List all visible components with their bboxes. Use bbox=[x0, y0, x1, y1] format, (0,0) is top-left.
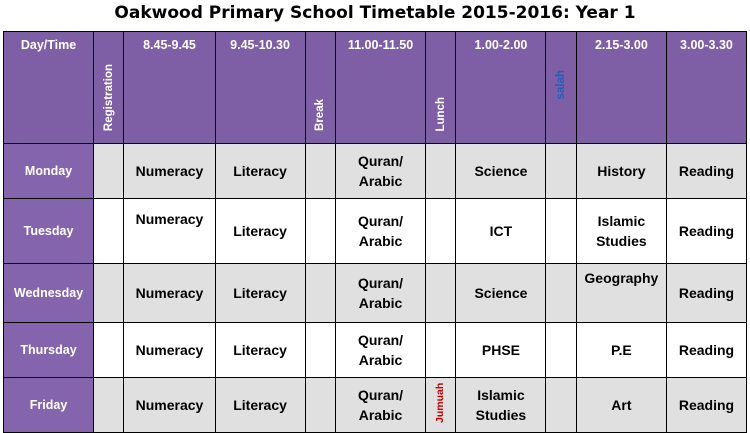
slot-header: 3.00-3.30 bbox=[665, 31, 748, 144]
lesson-cell: Reading bbox=[665, 377, 748, 433]
empty-cell bbox=[304, 263, 336, 323]
lesson-cell: Quran/Arabic bbox=[334, 263, 427, 323]
salah-label: salah bbox=[555, 69, 568, 100]
timetable: Day/Time Registration 8.45-9.45 9.45-10.… bbox=[2, 31, 748, 433]
lesson-line: Arabic bbox=[358, 173, 403, 189]
lesson-cell: ICT bbox=[455, 198, 547, 264]
lesson-line: Quran/ bbox=[357, 153, 404, 169]
empty-cell bbox=[93, 377, 125, 433]
table-row: Wednesday Numeracy Literacy Quran/Arabic… bbox=[2, 263, 748, 323]
lesson-line: Quran/ bbox=[357, 213, 404, 229]
slot-header: 2.15-3.00 bbox=[575, 31, 667, 144]
empty-cell bbox=[304, 198, 336, 264]
slot-header: 8.45-9.45 bbox=[123, 31, 216, 144]
lesson-line: Quran/ bbox=[357, 275, 404, 291]
lesson-line: Arabic bbox=[358, 352, 403, 368]
table-row: Thursday Numeracy Literacy Quran/Arabic … bbox=[2, 322, 748, 378]
empty-cell bbox=[545, 377, 577, 433]
empty-cell bbox=[93, 322, 125, 378]
table-row: Monday Numeracy Literacy Quran/Arabic Sc… bbox=[2, 143, 748, 199]
lesson-cell: Literacy bbox=[214, 263, 306, 323]
lesson-cell: Numeracy bbox=[123, 322, 216, 378]
lesson-cell: Quran/Arabic bbox=[334, 322, 427, 378]
empty-cell bbox=[304, 322, 336, 378]
empty-cell bbox=[93, 198, 125, 264]
lesson-line: Quran/ bbox=[357, 332, 404, 348]
header-row: Day/Time Registration 8.45-9.45 9.45-10.… bbox=[2, 31, 748, 144]
empty-cell bbox=[425, 198, 457, 264]
corner-cell: Day/Time bbox=[2, 31, 95, 144]
lesson-cell: Art bbox=[575, 377, 667, 433]
table-row: Tuesday Numeracy Literacy Quran/Arabic I… bbox=[2, 198, 748, 264]
lesson-cell: Literacy bbox=[214, 322, 306, 378]
lesson-cell: Quran/Arabic bbox=[334, 143, 427, 199]
lesson-cell: Reading bbox=[665, 263, 748, 323]
empty-cell bbox=[545, 143, 577, 199]
lesson-line: Arabic bbox=[358, 407, 403, 423]
break-cell: Break bbox=[304, 31, 336, 144]
lesson-line: Quran/ bbox=[357, 387, 404, 403]
empty-cell bbox=[545, 322, 577, 378]
slot-header: 1.00-2.00 bbox=[455, 31, 547, 144]
lesson-cell: Reading bbox=[665, 322, 748, 378]
empty-cell bbox=[425, 143, 457, 199]
lesson-line: Arabic bbox=[358, 295, 403, 311]
empty-cell bbox=[304, 143, 336, 199]
lesson-cell: Numeracy bbox=[123, 198, 216, 264]
empty-cell bbox=[93, 143, 125, 199]
day-cell: Wednesday bbox=[2, 263, 95, 323]
registration-cell: Registration bbox=[93, 31, 125, 144]
lesson-cell: Literacy bbox=[214, 198, 306, 264]
lesson-cell: Quran/Arabic bbox=[334, 198, 427, 264]
lesson-cell: Islamic Studies bbox=[455, 377, 547, 433]
day-cell: Friday bbox=[2, 377, 95, 433]
slot-header: 9.45-10.30 bbox=[214, 31, 306, 144]
lesson-cell: P.E bbox=[575, 322, 667, 378]
lesson-cell: History bbox=[575, 143, 667, 199]
jumuah-label: Jumuah bbox=[434, 382, 447, 423]
lesson-cell: Literacy bbox=[214, 377, 306, 433]
day-cell: Tuesday bbox=[2, 198, 95, 264]
lesson-cell: Numeracy bbox=[123, 263, 216, 323]
empty-cell bbox=[425, 322, 457, 378]
break-label: Break bbox=[314, 99, 327, 131]
lesson-cell: Quran/Arabic bbox=[334, 377, 427, 433]
lesson-cell: Science bbox=[455, 263, 547, 323]
lesson-cell: Reading bbox=[665, 143, 748, 199]
empty-cell bbox=[425, 263, 457, 323]
registration-label: Registration bbox=[102, 63, 115, 131]
lunch-label: Lunch bbox=[434, 96, 447, 132]
lesson-cell: PHSE bbox=[455, 322, 547, 378]
lesson-cell: Geography bbox=[575, 263, 667, 323]
day-cell: Thursday bbox=[2, 322, 95, 378]
lesson-cell: Numeracy bbox=[123, 143, 216, 199]
empty-cell bbox=[545, 198, 577, 264]
day-cell: Monday bbox=[2, 143, 95, 199]
lesson-cell: Reading bbox=[665, 198, 748, 264]
jumuah-cell: Jumuah bbox=[425, 377, 457, 433]
table-row: Friday Numeracy Literacy Quran/Arabic Ju… bbox=[2, 377, 748, 433]
empty-cell bbox=[93, 263, 125, 323]
salah-cell: salah bbox=[545, 31, 577, 144]
lesson-cell: Literacy bbox=[214, 143, 306, 199]
page-title: Oakwood Primary School Timetable 2015-20… bbox=[114, 3, 636, 23]
slot-header: 11.00-11.50 bbox=[334, 31, 427, 144]
empty-cell bbox=[545, 263, 577, 323]
lunch-cell: Lunch bbox=[425, 31, 457, 144]
lesson-cell: Islamic Studies bbox=[575, 198, 667, 264]
lesson-line: Arabic bbox=[358, 233, 403, 249]
lesson-cell: Numeracy bbox=[123, 377, 216, 433]
lesson-cell: Science bbox=[455, 143, 547, 199]
empty-cell bbox=[304, 377, 336, 433]
